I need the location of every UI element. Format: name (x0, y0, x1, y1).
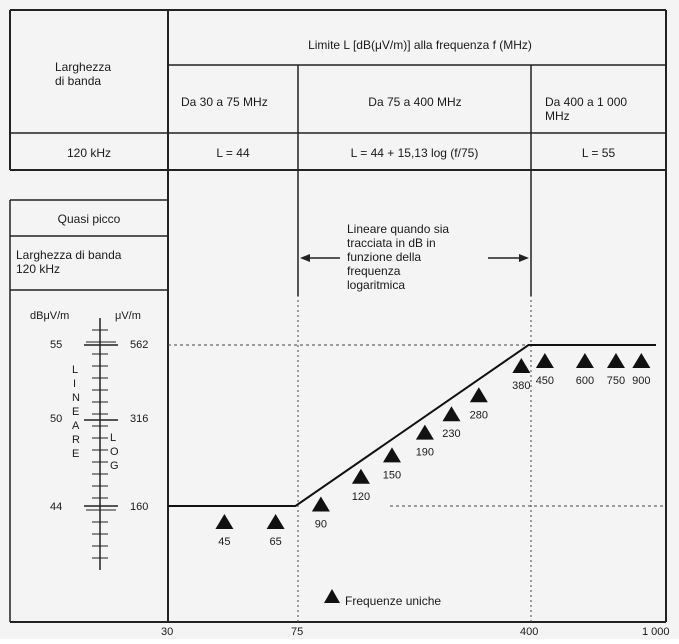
x-tick-75: 75 (291, 626, 304, 638)
range-400-1000: Da 400 a 1 000 MHz (545, 95, 628, 123)
frequency-marker-190 (415, 424, 434, 440)
frame-lines (9, 9, 667, 623)
frequency-marker-600 (575, 353, 594, 368)
scale-ticks (84, 329, 118, 559)
frequency-marker-90 (311, 496, 330, 512)
lineare-letter: N (72, 392, 80, 404)
frequency-marker-450 (535, 353, 554, 368)
frequency-label-750: 750 (607, 375, 625, 387)
frequency-label-65: 65 (269, 536, 281, 548)
uv-value-316: 316 (130, 413, 149, 425)
formula-75-400: L = 44 + 15,13 log (f/75) (350, 146, 479, 160)
lineare-letter: E (72, 448, 80, 460)
frequency-label-230: 230 (442, 428, 460, 440)
arrow-left-head (300, 254, 310, 262)
header-main: Limite L [dB(μV/m)] alla frequenza f (MH… (308, 38, 532, 52)
frequency-label-450: 450 (536, 375, 554, 387)
x-tick-30: 30 (161, 626, 174, 638)
formula-400-1000: L = 55 (581, 146, 616, 160)
frequency-marker-120 (351, 468, 370, 484)
legend-triangle-icon (324, 589, 340, 603)
bandwidth-label: Larghezza di banda (55, 60, 112, 88)
log-letter: O (110, 446, 119, 458)
frequency-marker-750 (606, 353, 625, 368)
bandwidth-value: 120 kHz (66, 146, 112, 160)
frequency-marker-150 (382, 447, 401, 463)
lineare-letter: I (73, 378, 77, 390)
lineare-letter: L (72, 364, 79, 376)
frequency-label-600: 600 (576, 375, 594, 387)
arrow-right-head (519, 254, 529, 262)
scale-left-unit: dBμV/m (30, 310, 70, 322)
side-bandwidth-label: Larghezza di banda 120 kHz (16, 248, 122, 276)
frequency-marker-45 (215, 514, 234, 529)
scale-right-unit: μV/m (115, 310, 141, 322)
x-tick-400: 400 (520, 626, 539, 638)
lineare-letter: A (72, 420, 80, 432)
frequency-marker-65 (266, 514, 285, 529)
uv-value-160: 160 (130, 501, 149, 513)
lineare-letter: E (72, 406, 80, 418)
frequency-label-190: 190 (416, 447, 434, 459)
frequency-markers: 45 65 90 120 150 190 230 280 380 450 600 750 900 (215, 353, 651, 548)
frequency-label-900: 900 (632, 375, 650, 387)
frequency-label-45: 45 (218, 536, 230, 548)
detector-label: Quasi picco (57, 212, 121, 226)
frequency-label-120: 120 (352, 491, 370, 503)
linear-annotation: Lineare quando sia tracciata in dB in fu… (347, 222, 450, 292)
frequency-marker-380 (512, 357, 531, 373)
frequency-label-380: 380 (512, 380, 530, 392)
limit-line (168, 344, 656, 507)
lineare-letter: R (72, 434, 80, 446)
uv-value-562: 562 (130, 339, 149, 351)
range-30-75: Da 30 a 75 MHz (181, 95, 268, 109)
legend-label: Frequenze uniche (345, 594, 442, 608)
x-tick-1000: 1 000 (642, 626, 670, 638)
log-letter: L (110, 432, 117, 444)
frequency-label-280: 280 (470, 409, 488, 421)
db-value-44: 44 (50, 501, 63, 513)
range-75-400: Da 75 a 400 MHz (368, 95, 462, 109)
frequency-marker-280 (469, 387, 488, 403)
db-value-50: 50 (50, 413, 63, 425)
log-letter: G (110, 460, 119, 472)
frequency-marker-900 (632, 353, 651, 368)
frequency-label-90: 90 (315, 518, 327, 530)
frequency-marker-230 (442, 406, 461, 422)
db-value-55: 55 (50, 339, 63, 351)
frequency-label-150: 150 (383, 469, 401, 481)
formula-30-75: L = 44 (216, 146, 250, 160)
